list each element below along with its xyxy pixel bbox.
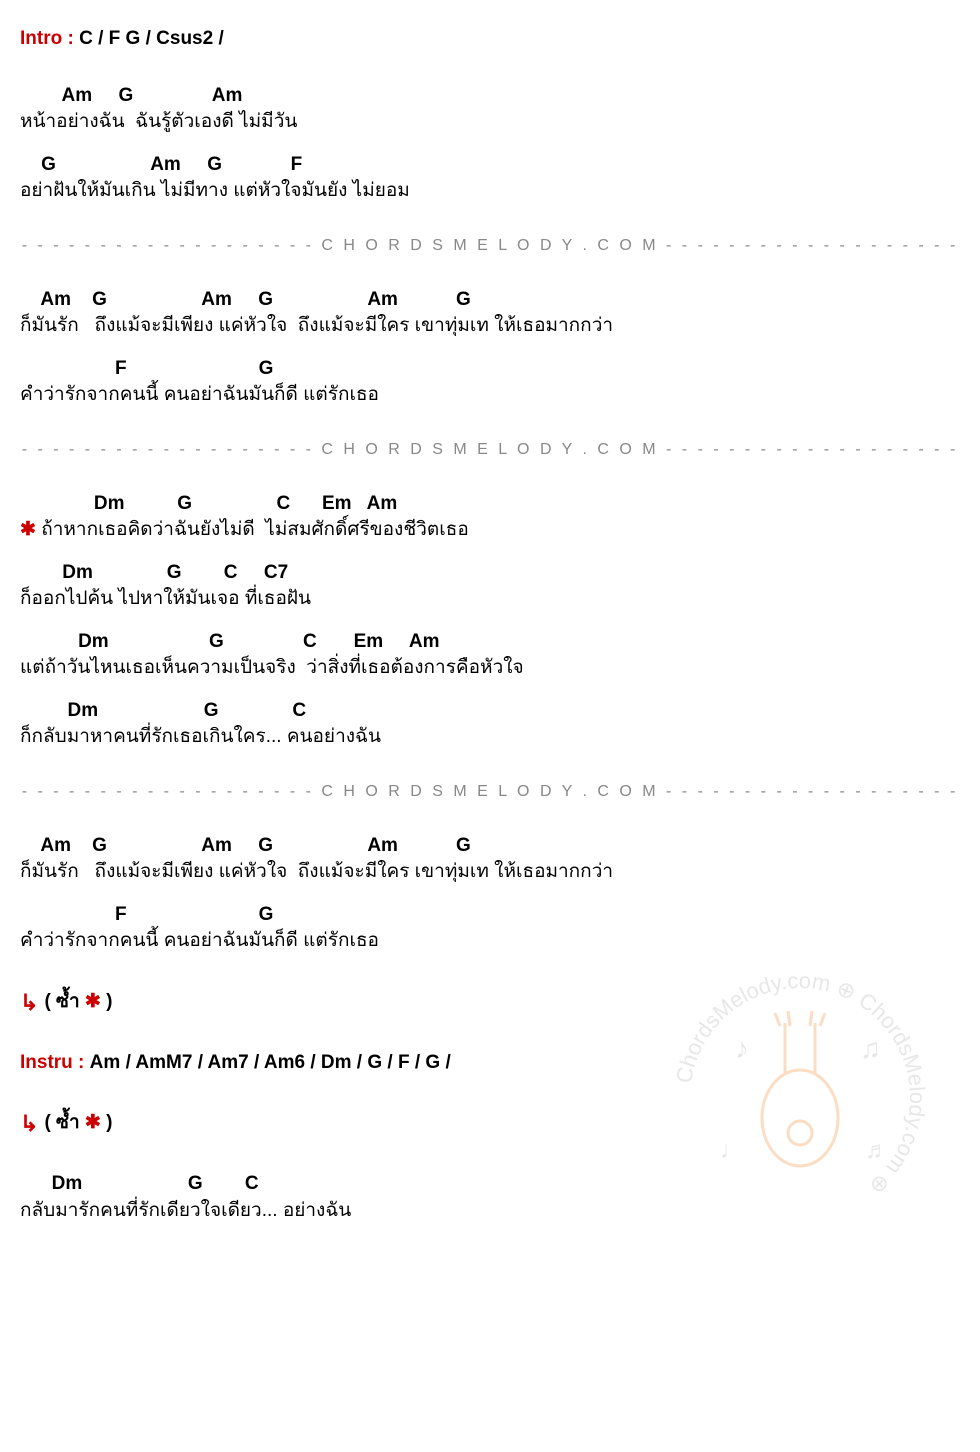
repeat-arrow-icon: ↳	[20, 1107, 38, 1140]
chord-line: F G	[20, 901, 960, 930]
repeat-close: )	[101, 991, 113, 1012]
lyric-line: ก็ออกไปค้น ไปหาให้มันเจอ ที่เธอฝัน	[20, 585, 960, 614]
chord-line: Am G Am G Am G	[20, 286, 960, 315]
star-icon: ✱	[85, 991, 101, 1012]
intro-chords: C / F G / Csus2 /	[79, 28, 224, 49]
svg-text:♩: ♩	[720, 1137, 744, 1164]
repeat-close: )	[101, 1112, 113, 1133]
chord-line: Dm G C	[20, 697, 960, 726]
lyric-line: แต่ถ้าวันไหนเธอเห็นความเป็นจริง ว่าสิ่งท…	[20, 654, 960, 683]
repeat-open: ( ซ้ำ	[44, 1112, 84, 1133]
instru-line: Instru : Am / AmM7 / Am7 / Am6 / Dm / G …	[20, 1049, 960, 1078]
repeat-text: ( ซ้ำ ✱ )	[44, 988, 112, 1017]
lyric-line: กลับมารักคนที่รักเดียวใจเดียว... อย่างฉั…	[20, 1197, 960, 1226]
chord-line: G Am G F	[20, 151, 960, 180]
chord-line: Dm G C Em Am	[20, 628, 960, 657]
lyric-line: ก็กลับมาหาคนที่รักเธอเกินใคร... คนอย่างฉ…	[20, 723, 960, 752]
star-icon: ✱	[20, 519, 41, 540]
star-icon: ✱	[85, 1112, 101, 1133]
section-divider: - - - - - - - - - - - - - - - - - - - C …	[20, 780, 960, 804]
verse2r-pair1: Am G Am G Am G ก็มันรัก ถึงแม้จะมีเพียง …	[20, 832, 960, 887]
chord-line: Dm G C Em Am	[20, 490, 960, 519]
verse2-pair1: Am G Am G Am G ก็มันรัก ถึงแม้จะมีเพียง …	[20, 286, 960, 341]
verse-1: Am G Am หน้าอย่างฉัน ฉันรู้ตัวเองดี ไม่ม…	[20, 82, 960, 206]
verse2-pair2: F G คำว่ารักจากคนนี้ คนอย่าฉันมันก็ดี แต…	[20, 355, 960, 410]
verse1-pair1: Am G Am หน้าอย่างฉัน ฉันรู้ตัวเองดี ไม่ม…	[20, 82, 960, 137]
chord-line: Am G Am	[20, 82, 960, 111]
verse1-pair2: G Am G F อย่าฝันให้มันเกิน ไม่มีทาง แต่ห…	[20, 151, 960, 206]
verse-2-repeat: Am G Am G Am G ก็มันรัก ถึงแม้จะมีเพียง …	[20, 832, 960, 956]
section-divider: - - - - - - - - - - - - - - - - - - - C …	[20, 234, 960, 258]
lyric-line: อย่าฝันให้มันเกิน ไม่มีทาง แต่หัวใจมันยั…	[20, 177, 960, 206]
chord-line: Dm G C C7	[20, 559, 960, 588]
chord-line: F G	[20, 355, 960, 384]
chorus: Dm G C Em Am ✱ ถ้าหากเธอคิดว่าฉันยังไม่ด…	[20, 490, 960, 752]
chorus-pair1: Dm G C Em Am ✱ ถ้าหากเธอคิดว่าฉันยังไม่ด…	[20, 490, 960, 545]
lyric-line: ก็มันรัก ถึงแม้จะมีเพียง แค่หัวใจ ถึงแม้…	[20, 858, 960, 887]
repeat-text: ( ซ้ำ ✱ )	[44, 1109, 112, 1138]
verse-2: Am G Am G Am G ก็มันรัก ถึงแม้จะมีเพียง …	[20, 286, 960, 410]
chorus-pair4: Dm G C ก็กลับมาหาคนที่รักเธอเกินใคร... ค…	[20, 697, 960, 752]
lyric-line: คำว่ารักจากคนนี้ คนอย่าฉันมันก็ดี แต่รัก…	[20, 927, 960, 956]
chord-line: Dm G C	[20, 1170, 960, 1199]
chorus-pair3: Dm G C Em Am แต่ถ้าวันไหนเธอเห็นความเป็น…	[20, 628, 960, 683]
section-divider: - - - - - - - - - - - - - - - - - - - C …	[20, 438, 960, 462]
chorus-pair2: Dm G C C7 ก็ออกไปค้น ไปหาให้มันเจอ ที่เธ…	[20, 559, 960, 614]
repeat-open: ( ซ้ำ	[44, 991, 84, 1012]
instru-label: Instru :	[20, 1052, 84, 1073]
lyric-line: หน้าอย่างฉัน ฉันรู้ตัวเองดี ไม่มีวัน	[20, 108, 960, 137]
chorus-lyric1: ถ้าหากเธอคิดว่าฉันยังไม่ดี ไม่สมศักดิ์ศร…	[41, 519, 469, 540]
repeat-row-2: ↳ ( ซ้ำ ✱ )	[20, 1107, 960, 1140]
svg-text:♬: ♬	[865, 1137, 889, 1164]
lyric-line: คำว่ารักจากคนนี้ คนอย่าฉันมันก็ดี แต่รัก…	[20, 381, 960, 410]
verse2r-pair2: F G คำว่ารักจากคนนี้ คนอย่าฉันมันก็ดี แต…	[20, 901, 960, 956]
repeat-row-1: ↳ ( ซ้ำ ✱ )	[20, 986, 960, 1019]
chord-line: Am G Am G Am G	[20, 832, 960, 861]
outro: Dm G C กลับมารักคนที่รักเดียวใจเดียว... …	[20, 1170, 960, 1225]
outro-pair1: Dm G C กลับมารักคนที่รักเดียวใจเดียว... …	[20, 1170, 960, 1225]
intro-label: Intro :	[20, 28, 74, 49]
repeat-arrow-icon: ↳	[20, 986, 38, 1019]
lyric-line: ก็มันรัก ถึงแม้จะมีเพียง แค่หัวใจ ถึงแม้…	[20, 312, 960, 341]
instru-chords: Am / AmM7 / Am7 / Am6 / Dm / G / F / G /	[90, 1052, 451, 1073]
lyric-line: ✱ ถ้าหากเธอคิดว่าฉันยังไม่ดี ไม่สมศักดิ์…	[20, 516, 960, 545]
intro-line: Intro : C / F G / Csus2 /	[20, 25, 960, 54]
